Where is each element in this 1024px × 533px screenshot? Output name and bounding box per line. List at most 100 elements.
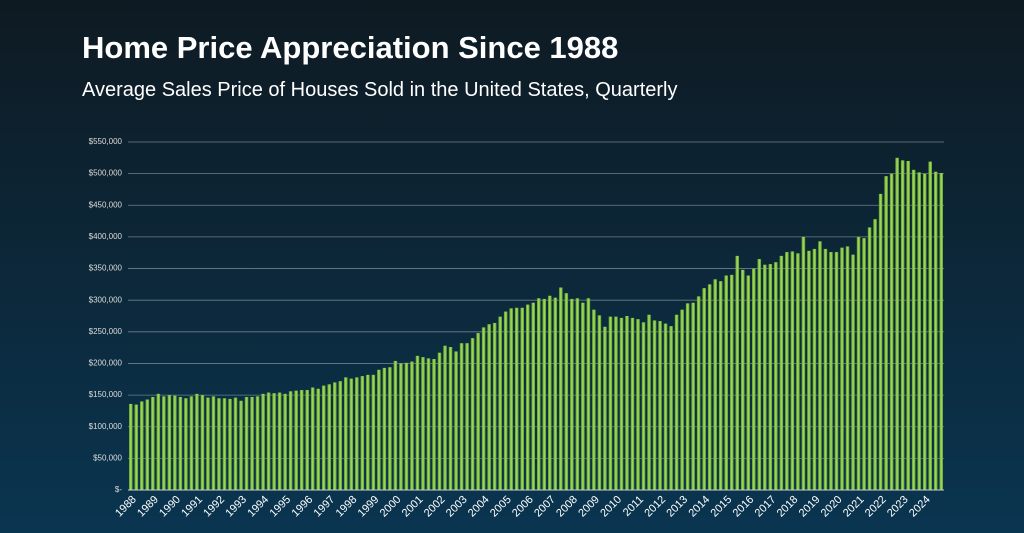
bar — [145, 399, 150, 490]
y-tick-label: $50,000 — [93, 453, 122, 462]
bar — [818, 241, 822, 490]
bar — [856, 236, 861, 490]
bar — [575, 298, 580, 490]
bar — [509, 308, 513, 490]
bar — [586, 298, 591, 490]
bar — [724, 275, 728, 490]
bar — [366, 374, 370, 490]
y-tick-label: $350,000 — [89, 264, 123, 273]
bar — [481, 327, 486, 490]
bar — [184, 398, 188, 490]
bar — [531, 302, 536, 490]
bar — [371, 374, 376, 490]
bar — [222, 398, 227, 490]
bar — [261, 393, 265, 490]
bar — [459, 343, 464, 490]
bar — [128, 403, 133, 490]
bar — [327, 384, 332, 490]
bar — [873, 219, 877, 490]
y-tick-label: $550,000 — [89, 137, 123, 146]
bar — [674, 314, 679, 490]
bar — [250, 396, 254, 490]
bar — [288, 391, 293, 490]
bar — [399, 363, 403, 490]
bar — [592, 309, 596, 490]
bar — [895, 157, 899, 490]
bar — [663, 323, 668, 490]
bar — [294, 390, 298, 490]
y-tick-label: $150,000 — [89, 390, 123, 399]
bar — [641, 322, 646, 490]
bar — [752, 268, 756, 490]
bar — [779, 255, 784, 490]
y-tick-label: $450,000 — [89, 200, 123, 209]
bar — [426, 358, 431, 490]
bar — [156, 393, 161, 490]
bar — [344, 377, 348, 490]
bar — [421, 357, 425, 490]
bar — [652, 320, 657, 490]
bar — [228, 398, 232, 490]
bar — [884, 176, 888, 490]
bar — [195, 393, 199, 490]
bar — [233, 397, 238, 490]
bar — [746, 275, 751, 490]
bar — [316, 388, 320, 490]
bar — [151, 396, 155, 490]
bar — [266, 392, 271, 490]
bar — [349, 378, 354, 490]
bar — [404, 362, 409, 490]
bar — [553, 297, 558, 490]
bar — [272, 393, 276, 490]
bar — [564, 293, 569, 490]
bar — [614, 316, 618, 490]
bar — [443, 345, 447, 490]
bar — [823, 248, 828, 490]
bar — [360, 376, 365, 490]
bar — [928, 161, 932, 490]
bar — [310, 387, 315, 490]
bar — [454, 351, 458, 490]
bar — [581, 302, 585, 490]
bar — [134, 404, 139, 490]
bar — [211, 396, 216, 490]
bar — [740, 269, 745, 490]
bar — [338, 381, 343, 490]
bar — [862, 238, 866, 490]
bar — [625, 316, 629, 490]
bar — [867, 227, 872, 490]
bar — [729, 274, 734, 490]
bar — [200, 395, 205, 490]
bar — [476, 333, 480, 490]
bar — [448, 347, 453, 490]
bar — [878, 193, 883, 490]
bar — [702, 288, 706, 490]
bar — [647, 314, 651, 490]
bar — [355, 377, 359, 490]
chart-title: Home Price Appreciation Since 1988 — [82, 30, 618, 65]
bar — [432, 359, 436, 490]
bar — [393, 360, 398, 490]
bar — [410, 361, 414, 490]
bar — [845, 246, 850, 490]
bar — [696, 296, 701, 490]
bar — [774, 262, 778, 490]
bar — [244, 396, 249, 490]
bar — [807, 250, 811, 490]
bar — [377, 369, 381, 490]
bar — [520, 307, 524, 490]
bar — [305, 390, 309, 490]
bar — [906, 160, 910, 490]
bar — [603, 326, 607, 490]
y-tick-label: $100,000 — [89, 422, 123, 431]
bar — [812, 248, 817, 490]
bar — [255, 396, 260, 490]
bar — [597, 315, 602, 490]
y-tick-label: $500,000 — [89, 169, 123, 178]
bar — [542, 298, 547, 490]
y-tick-label: $250,000 — [89, 327, 123, 336]
bar — [277, 392, 282, 490]
bar — [768, 264, 773, 490]
bar — [763, 264, 767, 490]
bar — [162, 396, 166, 490]
